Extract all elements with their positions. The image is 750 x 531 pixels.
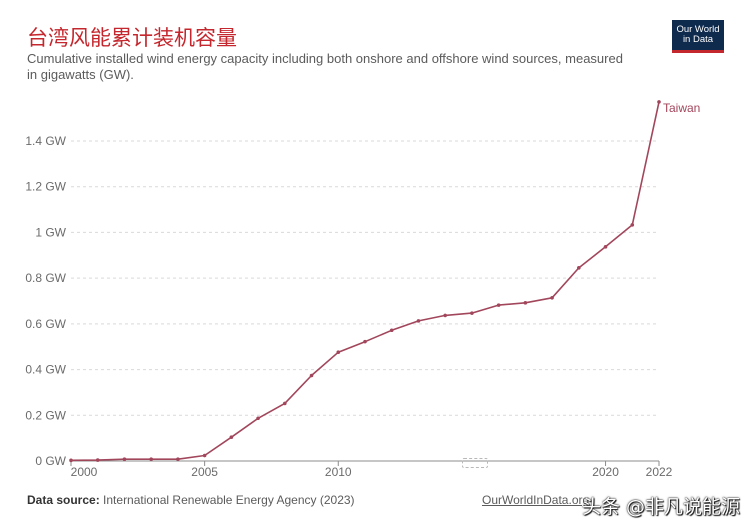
y-tick-label: 1 GW: [35, 225, 66, 239]
logo-line-1: Our World: [676, 24, 720, 35]
y-tick-label: 0.2 GW: [25, 408, 66, 422]
x-tick-label: 2010: [325, 465, 352, 479]
data-source-text: International Renewable Energy Agency (2…: [103, 493, 355, 507]
data-point: [657, 100, 661, 104]
data-point: [389, 328, 394, 333]
x-tick-label: 2022: [646, 465, 673, 479]
data-point: [577, 266, 581, 270]
y-tick-label: 0.6 GW: [25, 317, 66, 331]
owid-logo[interactable]: Our World in Data: [672, 20, 724, 53]
x-tick-label: 2005: [191, 465, 218, 479]
y-tick-label: 0.4 GW: [25, 363, 66, 377]
y-tick-label: 0 GW: [35, 454, 66, 468]
series-line: [70, 101, 660, 462]
data-point: [416, 319, 421, 323]
data-point: [630, 223, 635, 227]
data-source-label: Data source:: [27, 493, 100, 507]
y-tick-label: 0.8 GW: [25, 271, 66, 285]
y-axis: 0 GW 0.2 GW 0.4 GW 0.6 GW 0.8 GW 1 GW 1.2 GW 1.…: [25, 134, 66, 468]
data-point: [496, 303, 501, 307]
data-point: [336, 350, 341, 355]
data-point: [443, 313, 447, 318]
data-point: [523, 301, 528, 305]
data-point: [176, 457, 180, 461]
data-point: [229, 435, 234, 440]
data-point: [122, 457, 127, 461]
data-point: [363, 339, 367, 344]
data-point: [95, 458, 100, 462]
data-point: [550, 296, 554, 300]
series-taiwan[interactable]: Taiwan: [69, 100, 700, 463]
data-point: [256, 416, 260, 421]
watermark-text: 头条 @非凡说能源: [582, 496, 741, 518]
x-axis: 2000 2005 2010 2020 2022: [70, 460, 673, 479]
data-point: [470, 311, 474, 315]
data-point: [603, 245, 608, 249]
data-source: Data source: International Renewable Ene…: [27, 493, 355, 507]
chart-title: 台湾风能累计装机容量: [27, 26, 237, 50]
owid-link[interactable]: OurWorldInData.org: [482, 493, 590, 507]
data-point: [309, 373, 314, 378]
x-tick-label: 2000: [71, 465, 98, 479]
data-point: [149, 457, 153, 461]
logo-line-2: in Data: [682, 34, 714, 45]
data-point: [283, 401, 287, 406]
data-point: [202, 453, 207, 458]
chart-subtitle: Cumulative installed wind energy capacit…: [27, 51, 623, 82]
y-tick-label: 1.4 GW: [25, 134, 66, 148]
grid-lines: [71, 140, 659, 416]
x-tick-label: 2020: [592, 465, 619, 479]
data-point: [69, 458, 73, 463]
watermark-box: [462, 458, 488, 468]
y-tick-label: 1.2 GW: [25, 180, 66, 194]
series-label: Taiwan: [663, 101, 700, 115]
